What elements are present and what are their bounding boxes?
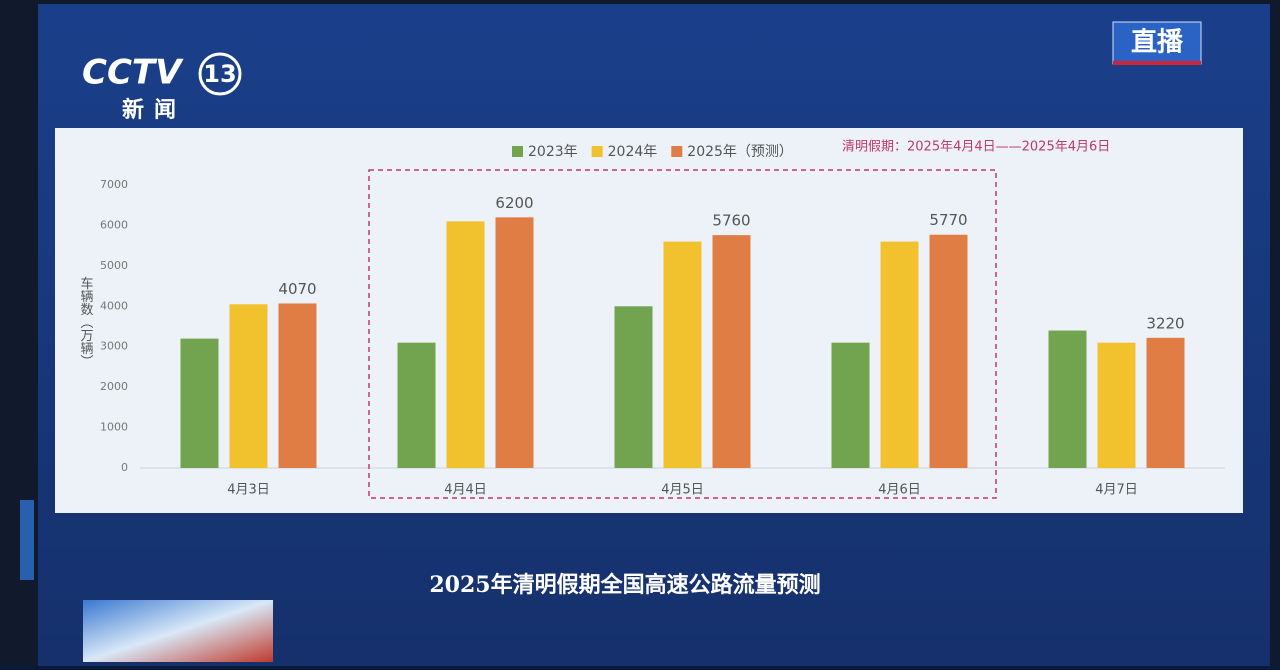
value-label: 5770 [929,211,967,229]
y-tick-label: 7000 [100,178,128,191]
logo-ring [198,52,242,96]
bar [1097,342,1136,468]
legend-label: 2024年 [608,144,658,160]
y-tick-label: 2000 [100,380,128,393]
bar [831,342,870,468]
bar [663,241,702,468]
legend-swatch [671,146,683,157]
side-tab [20,500,34,580]
value-label: 3220 [1146,314,1184,332]
y-axis-label: 车辆数（万辆） [78,276,94,368]
highlight-box [368,169,997,499]
logo: CCTV [82,53,184,93]
value-label: 4070 [278,280,316,298]
bar [614,306,653,468]
logo-number: 13 [203,60,236,88]
bar [446,221,485,468]
legend-swatch [591,146,603,157]
live-text: 直播 [1131,28,1184,58]
live-badge [1112,21,1202,65]
live-underline [1113,61,1201,65]
legend-label: 2025年（预测） [687,144,793,160]
bar [180,338,219,468]
y-tick-label: 4000 [100,299,128,312]
legend-label: 2023年 [528,144,578,160]
x-tick-label: 4月7日 [1095,483,1138,498]
bar [1048,330,1087,468]
annotation: 清明假期：2025年4月4日——2025年4月6日 [842,140,1110,155]
x-tick-label: 4月3日 [227,483,270,498]
x-tick-label: 4月4日 [444,483,487,498]
bar [880,241,919,468]
bar [1146,337,1185,468]
bar [278,303,317,468]
chart-title: 2025年清明假期全国高速公路流量预测 [429,572,820,598]
legend-swatch [512,146,523,157]
value-label: 5760 [712,212,750,230]
bar [229,304,268,468]
x-tick-label: 4月5日 [661,483,704,498]
value-label: 6200 [495,194,533,212]
y-tick-label: 3000 [100,340,128,353]
bar [712,235,751,468]
y-tick-label: 0 [121,461,128,474]
y-tick-label: 1000 [100,421,128,434]
x-tick-label: 4月6日 [878,483,921,498]
y-tick-label: 6000 [100,218,128,231]
bar [929,234,968,468]
y-tick-label: 5000 [100,259,128,272]
thumbnail [83,600,273,662]
bar [495,217,534,468]
channel-name: 新闻 [122,97,186,123]
bar [397,342,436,468]
